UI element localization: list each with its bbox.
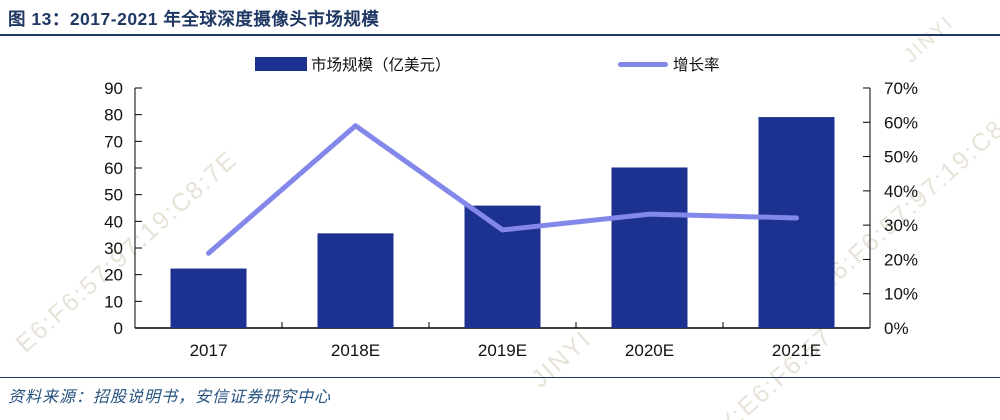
svg-text:40%: 40%: [884, 182, 918, 201]
source-note: 资料来源：招股说明书，安信证券研究中心: [8, 389, 332, 406]
title-divider: [0, 34, 1000, 36]
x-axis-label: 2018E: [331, 341, 380, 360]
x-axis-label: 2020E: [625, 341, 674, 360]
svg-text:70%: 70%: [884, 79, 918, 98]
svg-text:20: 20: [104, 266, 123, 285]
market-size-bar: [758, 117, 835, 328]
growth-rate-line: [206, 123, 799, 256]
svg-text:60: 60: [104, 159, 123, 178]
svg-text:90: 90: [104, 79, 123, 98]
svg-text:60%: 60%: [884, 113, 918, 132]
svg-text:10: 10: [104, 292, 123, 311]
market-size-bar: [464, 205, 541, 328]
legend-item-market-size: 市场规模（亿美元）: [255, 54, 451, 74]
svg-text:80: 80: [104, 106, 123, 125]
x-axis-label: 2021E: [772, 341, 821, 360]
svg-text:30: 30: [104, 239, 123, 258]
footer-divider: [0, 377, 1000, 378]
svg-text:20%: 20%: [884, 250, 918, 269]
legend-item-growth-rate: 增长率: [618, 54, 720, 74]
x-axis-label: 2017: [190, 341, 228, 360]
legend-label-market-size: 市场规模（亿美元）: [311, 57, 451, 74]
x-axis-label: 2019E: [478, 341, 527, 360]
market-size-bar: [317, 233, 394, 328]
combo-chart: 0 10 20 30 40 50 60 70 80 90 0% 10% 20% 30% 40% 50% 60% 7…: [104, 79, 918, 360]
bar-series-swatch-icon: [255, 57, 307, 71]
market-size-bar: [611, 167, 688, 328]
line-series-swatch-icon: [618, 61, 668, 67]
market-size-bar: [170, 268, 247, 328]
svg-text:10%: 10%: [884, 285, 918, 304]
svg-text:0: 0: [114, 319, 123, 338]
svg-text:70: 70: [104, 132, 123, 151]
svg-text:0%: 0%: [884, 319, 909, 338]
svg-text:40: 40: [104, 212, 123, 231]
svg-text:50%: 50%: [884, 148, 918, 167]
svg-text:50: 50: [104, 186, 123, 205]
figure-title: 图 13：2017-2021 年全球深度摄像头市场规模: [8, 9, 380, 29]
legend-label-growth-rate: 增长率: [673, 57, 720, 74]
svg-text:30%: 30%: [884, 216, 918, 235]
